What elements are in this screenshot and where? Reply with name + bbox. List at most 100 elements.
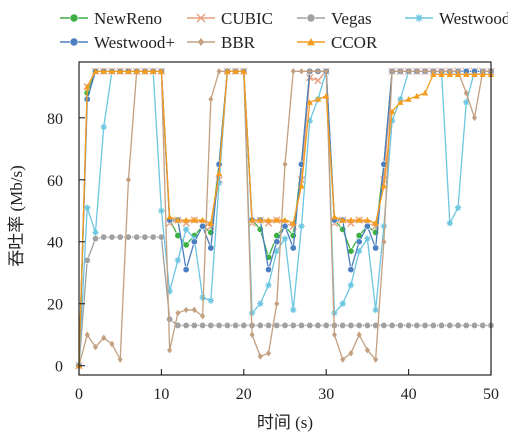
legend-label-westwood-plus: Westwood+ (94, 33, 175, 52)
data-point-vegas (322, 321, 330, 329)
legend-label-cubic: CUBIC (221, 9, 273, 28)
data-point-vegas (265, 321, 273, 329)
y-tick-label: 60 (47, 173, 63, 190)
data-point-ccor (314, 95, 322, 102)
y-tick-label: 20 (47, 297, 63, 314)
data-point-westwood (199, 294, 206, 301)
data-point-bbr (208, 95, 214, 103)
legend-item-westwood-plus: Westwood+ (60, 33, 175, 52)
data-point-vegas (405, 321, 413, 329)
data-point-ccor (224, 68, 231, 74)
data-point-vegas (100, 233, 108, 241)
data-point-vegas (388, 321, 396, 329)
legend-marker-newreno (69, 13, 79, 23)
data-point-westwood (207, 297, 215, 304)
data-point-westwood (182, 226, 190, 233)
legend-label-westwood: Westwood (439, 9, 508, 28)
data-point-vegas (471, 321, 479, 329)
data-point-bbr (406, 68, 412, 75)
data-point-westwood (306, 117, 313, 125)
data-point-ccor (240, 68, 247, 74)
data-point-westwood (446, 219, 453, 227)
data-point-vegas (380, 321, 388, 329)
data-point-ccor (380, 182, 388, 189)
legend-marker-westwood-plus (69, 37, 79, 47)
data-point-westwood-plus (273, 238, 281, 246)
data-point-westwood (158, 207, 165, 214)
data-point-bbr (274, 300, 280, 307)
data-point-vegas (190, 321, 198, 329)
data-point-westwood (388, 117, 396, 125)
data-point-bbr (92, 343, 99, 351)
data-point-westwood (281, 235, 289, 242)
data-point-ccor (364, 216, 371, 223)
data-point-westwood (454, 204, 462, 211)
data-point-ccor (430, 71, 437, 77)
data-point-vegas (182, 321, 190, 329)
data-point-bbr (463, 89, 469, 97)
data-point-ccor (232, 68, 239, 74)
data-point-vegas (149, 233, 157, 241)
data-point-bbr (373, 356, 379, 363)
data-point-bbr (397, 68, 403, 75)
x-tick-label: 50 (483, 386, 499, 403)
x-tick-label: 40 (401, 386, 417, 403)
data-point-westwood (215, 179, 223, 187)
data-point-bbr (216, 68, 222, 75)
data-point-ccor (215, 170, 223, 177)
data-point-newreno (182, 241, 190, 249)
legend-item-newreno: NewReno (60, 9, 162, 28)
data-point-vegas (273, 321, 281, 329)
data-point-westwood (265, 281, 272, 289)
legend-item-vegas: Vegas (297, 9, 372, 28)
data-point-westwood-plus (182, 266, 190, 274)
data-point-ccor (290, 219, 297, 226)
data-point-westwood (257, 300, 264, 307)
data-point-vegas (347, 321, 355, 329)
data-point-westwood (347, 281, 355, 289)
data-point-vegas (166, 315, 174, 323)
data-point-westwood-plus (289, 244, 297, 252)
data-point-westwood-plus (281, 222, 289, 230)
data-point-ccor (199, 216, 206, 223)
data-point-ccor (273, 216, 280, 223)
data-point-ccor (421, 89, 429, 96)
data-point-bbr (249, 331, 255, 338)
data-point-westwood-plus (190, 238, 198, 246)
legend-marker-bbr (197, 38, 205, 46)
data-point-bbr (414, 68, 420, 75)
data-point-ccor (191, 216, 198, 223)
data-point-bbr (307, 68, 313, 75)
data-point-bbr (282, 161, 288, 168)
data-point-ccor (257, 216, 264, 223)
data-point-bbr (471, 114, 478, 121)
x-axis-label: 时间 (s) (257, 413, 313, 432)
data-point-westwood (364, 235, 371, 242)
data-point-ccor (323, 92, 330, 99)
data-point-ccor (141, 68, 149, 74)
data-point-bbr (364, 347, 370, 354)
data-point-vegas (355, 321, 363, 329)
data-point-westwood (372, 306, 379, 314)
series-vegas (75, 233, 495, 370)
data-point-bbr (298, 68, 305, 75)
data-point-ccor (166, 213, 173, 220)
data-point-vegas (256, 321, 264, 329)
data-point-vegas (372, 321, 380, 329)
data-point-vegas (446, 321, 454, 329)
data-point-bbr (101, 334, 107, 342)
data-point-bbr (191, 306, 197, 314)
data-point-ccor (108, 68, 116, 74)
data-point-vegas (421, 321, 429, 329)
data-point-vegas (281, 321, 289, 329)
data-point-bbr (290, 68, 296, 75)
data-point-ccor (182, 216, 190, 223)
data-point-ccor (84, 83, 91, 90)
data-point-vegas (141, 233, 149, 241)
data-point-bbr (167, 347, 173, 354)
legend-item-ccor: CCOR (297, 33, 378, 52)
series-ccor (75, 68, 495, 369)
data-point-ccor (207, 219, 215, 226)
data-point-ccor (92, 68, 99, 74)
